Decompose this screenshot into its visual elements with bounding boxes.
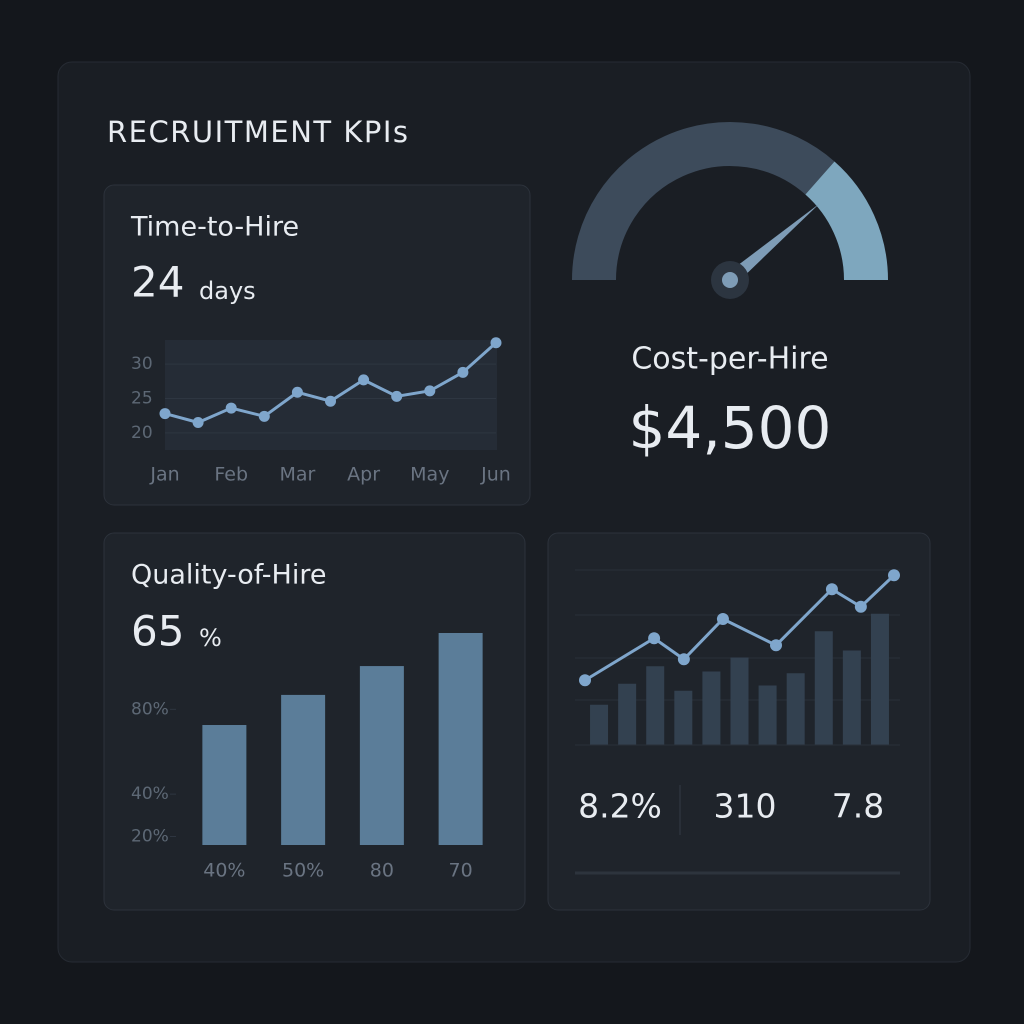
x-tick-label: Feb (214, 464, 248, 486)
bar (842, 650, 861, 745)
dashboard-title: RECRUITMENT KPIs (107, 115, 410, 149)
y-tick-label: 20 (131, 423, 153, 443)
kpi-title: Quality-of-Hire (131, 560, 326, 591)
point (291, 386, 303, 398)
point (677, 653, 690, 666)
point (457, 366, 469, 378)
x-tick-label: 40% (203, 860, 245, 882)
y-tick-label: 20% (131, 827, 169, 847)
point (888, 569, 900, 582)
point (579, 674, 591, 687)
point (648, 632, 661, 645)
kpi-unit: days (199, 277, 256, 305)
bar (281, 694, 326, 845)
x-tick-label: May (410, 464, 449, 486)
stat-value: 8.2% (578, 787, 662, 826)
point (159, 408, 171, 420)
y-tick-label: 25 (131, 388, 153, 408)
x-tick-label: 80 (370, 860, 394, 882)
x-tick-label: Apr (347, 464, 380, 486)
x-tick-label: Jan (149, 464, 179, 486)
bar (730, 657, 749, 745)
kpi-title: Cost-per-Hire (631, 342, 828, 377)
bar (202, 725, 247, 845)
bar (618, 683, 637, 745)
bar (438, 633, 483, 845)
bar (702, 671, 721, 745)
gauge-highlight (804, 161, 888, 281)
kpi-value: $4,500 (629, 394, 832, 462)
x-tick-label: Jun (480, 464, 511, 486)
bar (590, 704, 609, 745)
point (716, 613, 729, 625)
bar (359, 666, 404, 845)
bar (786, 673, 805, 745)
bar (674, 690, 693, 745)
x-tick-label: 50% (282, 860, 324, 882)
point (225, 402, 237, 414)
x-tick-label: 70 (449, 860, 473, 882)
bar (870, 613, 889, 745)
point (770, 639, 783, 652)
bar (814, 631, 833, 745)
kpi-unit: % (199, 624, 222, 652)
point (192, 417, 204, 428)
kpi-value: 65 (131, 607, 184, 656)
point (854, 600, 867, 613)
point (424, 385, 436, 397)
point (358, 374, 370, 386)
kpi-title: Time-to-Hire (130, 212, 299, 243)
y-tick-label: 80% (131, 699, 169, 719)
y-tick-label: 30 (131, 354, 153, 374)
point (391, 390, 403, 402)
point (825, 583, 838, 596)
point (325, 395, 336, 407)
kpi-value: 24 (131, 258, 184, 307)
gauge-track (572, 122, 835, 281)
gauge-needle (725, 203, 820, 286)
bar (646, 666, 665, 745)
point (258, 410, 270, 422)
point (490, 337, 502, 349)
plot-area (165, 340, 497, 450)
stat-value: 310 (714, 787, 777, 826)
y-tick-label: 40% (131, 784, 169, 804)
gauge-hub-dot (722, 272, 738, 288)
stat-value: 7.8 (832, 787, 884, 826)
bar (758, 685, 777, 745)
x-tick-label: Mar (279, 464, 315, 486)
